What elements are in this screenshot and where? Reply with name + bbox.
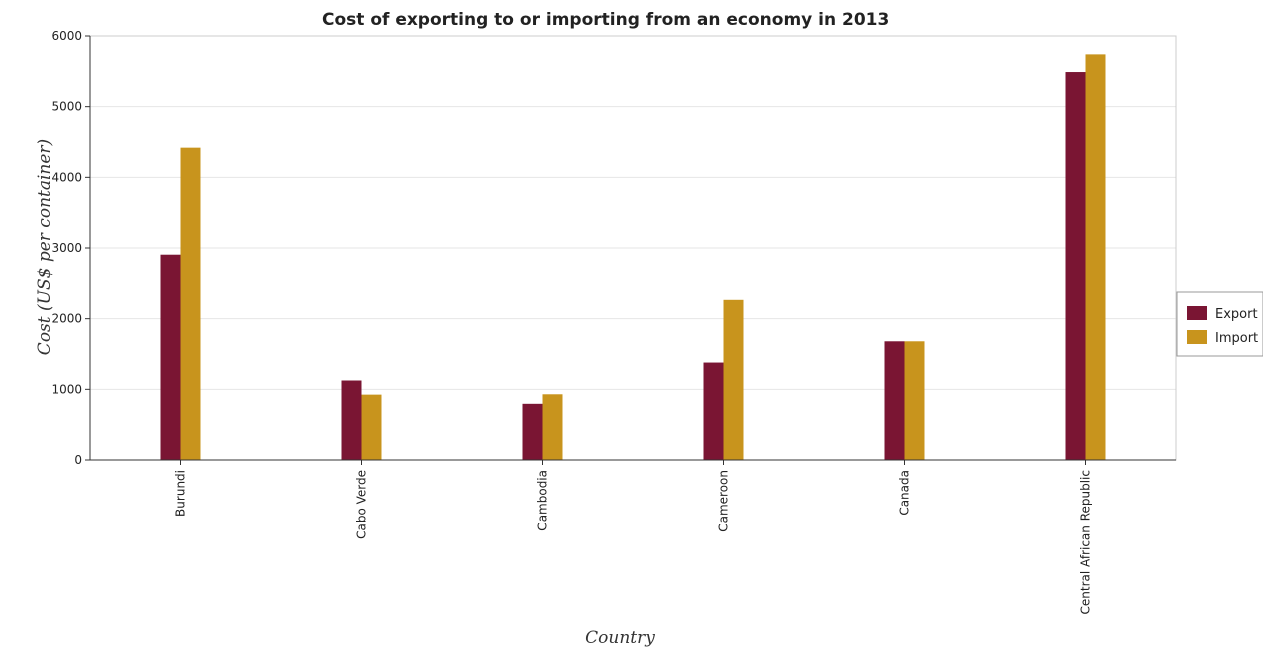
y-tick-label: 0 [74, 453, 82, 467]
chart-title: Cost of exporting to or importing from a… [322, 10, 889, 30]
bar-import [904, 341, 925, 460]
bar-import [361, 394, 382, 460]
x-tick-label: Canada [898, 470, 912, 516]
legend-label: Export [1215, 307, 1258, 322]
bar-import [1085, 54, 1106, 461]
bars [160, 54, 1106, 461]
y-axis-label: Cost (US$ per container) [35, 139, 55, 355]
bar-export [160, 254, 181, 460]
x-tick-label: Burundi [174, 470, 188, 517]
legend-label: Import [1215, 331, 1258, 346]
x-tick-label: Cambodia [536, 470, 550, 531]
bar-import [180, 147, 201, 461]
axes: 0 1000 2000 3000 4000 5000 6000 Burundi Cabo Ver… [51, 29, 1176, 614]
bar-export [1065, 72, 1086, 460]
bar-import [723, 299, 744, 460]
legend-box [1176, 291, 1263, 357]
legend: Export Import [1176, 291, 1263, 357]
x-axis-label: Country [585, 628, 655, 648]
bar-export [884, 341, 905, 460]
bar-export [341, 380, 362, 460]
y-tick-label: 3000 [51, 241, 82, 255]
y-tick-label: 5000 [51, 100, 82, 114]
bar-export [703, 362, 724, 460]
y-tick-label: 6000 [51, 29, 82, 43]
bar-import [542, 394, 563, 460]
legend-swatch [1187, 330, 1207, 344]
x-tick-label: Central African Republic [1079, 470, 1093, 614]
y-tick-label: 4000 [51, 170, 82, 184]
bar-export [522, 403, 543, 460]
legend-swatch [1187, 306, 1207, 320]
x-tick-label: Cabo Verde [355, 470, 369, 539]
y-tick-label: 2000 [51, 312, 82, 326]
x-tick-label: Cameroon [717, 470, 731, 532]
y-tick-label: 1000 [51, 382, 82, 396]
